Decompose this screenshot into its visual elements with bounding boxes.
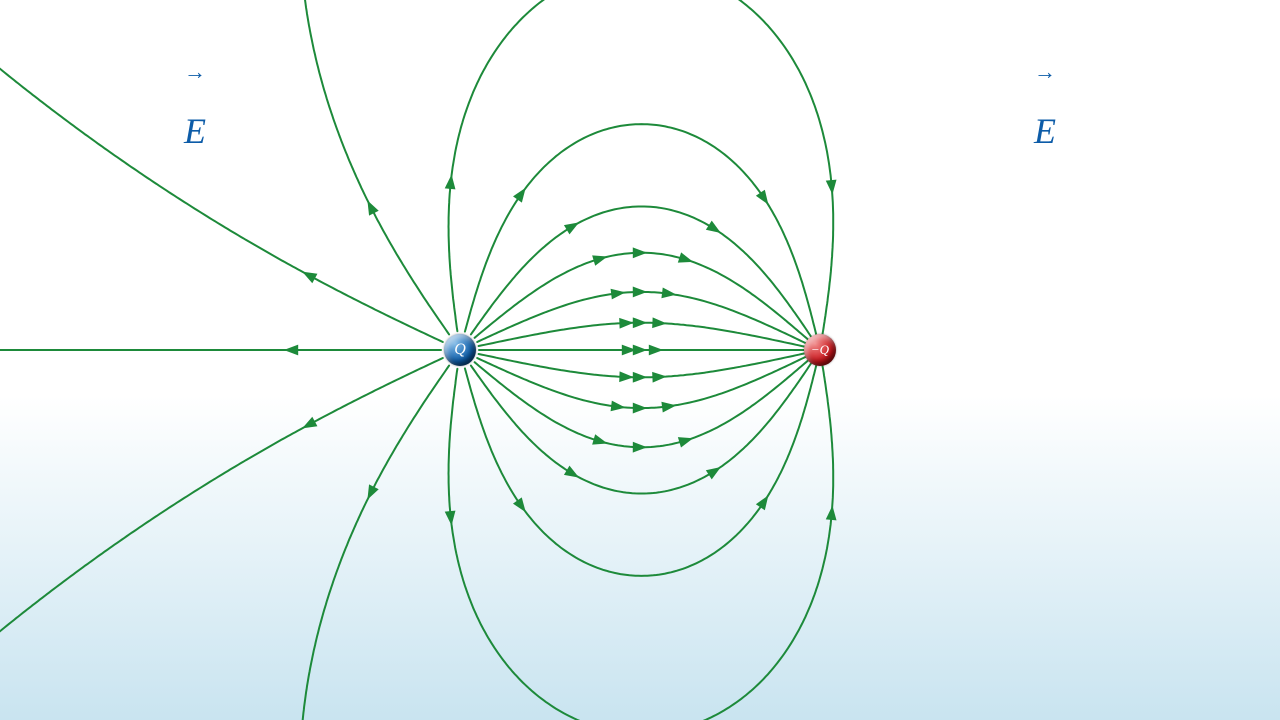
field-arrow-icon	[706, 221, 721, 233]
field-arrow-icon	[564, 222, 579, 234]
field-arrow-icon	[661, 288, 676, 299]
e-field-label-right-text: E	[1034, 111, 1056, 151]
e-field-label-left-text: E	[184, 111, 206, 151]
field-arrow-icon	[592, 255, 607, 265]
e-field-label-right: → E	[1034, 68, 1056, 152]
field-line	[300, 366, 449, 720]
field-arrow-icon	[633, 247, 647, 258]
field-arrow-icon	[611, 401, 626, 412]
field-arrow-icon	[445, 175, 456, 190]
field-line	[0, 358, 443, 720]
field-arrow-icon	[513, 188, 526, 203]
field-arrow-icon	[633, 442, 647, 453]
vector-arrow-icon: →	[184, 68, 206, 77]
field-arrow-icon	[652, 372, 667, 383]
field-line	[300, 0, 449, 334]
field-arrow-icon	[367, 200, 378, 215]
field-line	[479, 353, 808, 378]
field-arrow-icon	[678, 437, 693, 447]
field-line	[471, 207, 814, 341]
field-line	[449, 363, 834, 720]
field-line	[479, 323, 808, 348]
field-arrow-icon	[564, 466, 579, 478]
field-arrow-icon	[513, 497, 526, 512]
field-line	[471, 360, 814, 494]
field-arrow-icon	[649, 345, 663, 356]
field-lines-group	[0, 0, 833, 720]
field-arrow-icon	[678, 252, 693, 262]
field-arrow-icon	[756, 495, 769, 510]
field-arrow-icon	[633, 372, 647, 383]
field-arrow-icon	[367, 484, 378, 499]
positive-charge-label: Q	[454, 341, 466, 359]
field-arrow-icon	[633, 287, 647, 298]
negative-charge-label: −Q	[811, 342, 829, 358]
field-arrow-icon	[445, 511, 456, 526]
field-arrow-icon	[633, 403, 647, 414]
field-line	[0, 0, 443, 342]
negative-charge: −Q	[804, 334, 836, 366]
field-arrow-icon	[706, 467, 721, 479]
field-arrow-icon	[284, 345, 298, 356]
field-arrow-icon	[302, 417, 317, 429]
field-arrow-icon	[633, 317, 647, 328]
field-arrow-icon	[661, 402, 676, 413]
field-line	[465, 362, 817, 576]
field-arrow-icon	[302, 272, 317, 284]
field-arrow-icon	[611, 289, 626, 300]
e-field-label-left: → E	[184, 68, 206, 152]
field-arrow-icon	[592, 434, 607, 444]
field-arrow-icon	[756, 190, 769, 205]
field-arrow-icon	[652, 317, 667, 328]
field-arrow-icon	[619, 371, 634, 382]
field-line	[465, 124, 817, 338]
field-arrow-icon	[619, 318, 634, 329]
vector-arrow-icon: →	[1034, 68, 1056, 77]
positive-charge: Q	[444, 334, 476, 366]
